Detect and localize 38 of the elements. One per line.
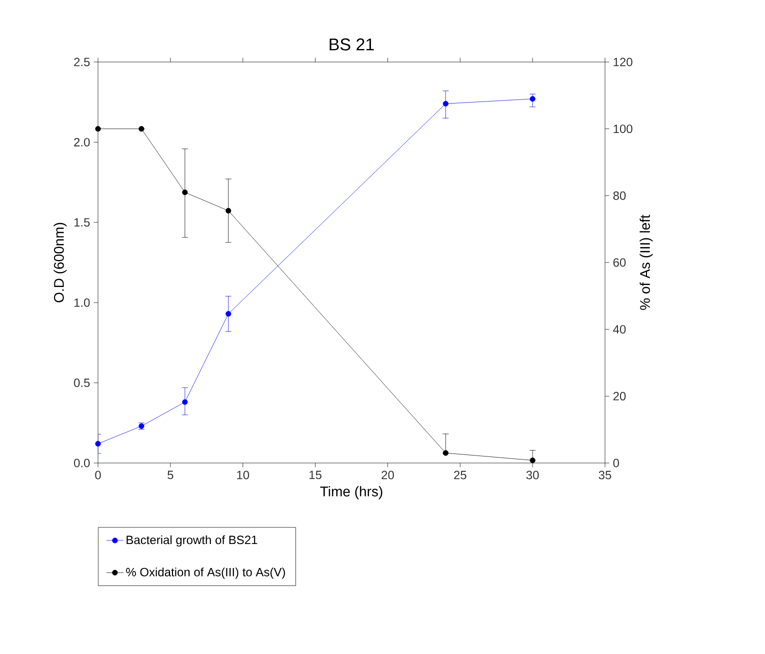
y-tick-label: 1.5 [74,218,90,227]
y-tick-label: 2.5 [74,58,90,66]
y-tick-label: 1.0 [74,298,90,307]
x-tick-label: 35 [598,470,612,480]
y2-tick-label: 0 [613,458,620,468]
point [182,399,188,405]
y-tick-label: 0.0 [74,458,90,468]
point [138,126,144,132]
y2-tick-label: 100 [614,124,632,134]
y2-tick-label: 20 [613,392,626,400]
point [226,311,232,317]
point [530,96,536,102]
point [442,450,448,456]
y2-tick-label: 60 [613,258,626,267]
x-tick-label: 5 [168,470,174,480]
y-tick-label: 2.0 [74,138,90,146]
x-tick-label: 10 [237,470,250,480]
x-tick-label: 20 [382,470,394,480]
x-tick-label: 15 [310,470,322,480]
point [442,100,448,107]
chart-title: BS 21 [330,38,374,50]
y-tick-label: 0.5 [74,378,90,388]
y-axis-title: O.D (600nm) [54,222,67,302]
y2-tick-label: 40 [613,325,626,334]
x-axis-title: Time (hrs) [320,486,382,500]
legend-label: % Oxidation of As(III) to As(V) [126,568,285,579]
point [95,126,101,132]
x-tick-label: 0 [95,470,101,480]
point [530,458,536,464]
x-tick-label: 30 [526,470,539,480]
y2-tick-label: 80 [613,191,626,200]
point [95,440,101,447]
y2-tick-label: 120 [614,58,632,66]
point [226,208,232,214]
legend-label: Bacterial growth of BS21 [126,535,258,547]
point [182,190,188,196]
y2-axis-title: % of As (III) left [640,214,653,310]
x-tick-label: 25 [454,470,466,480]
